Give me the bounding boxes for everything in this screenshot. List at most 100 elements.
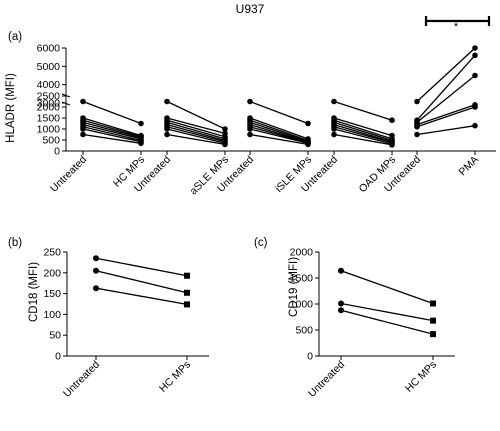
pair-line (166, 119, 226, 138)
treated-point (472, 104, 478, 110)
panel-c-plot: 0 500 1000 1500 2000 Untreated HC MPs (290, 247, 455, 400)
treated-point (138, 140, 144, 147)
pair-line (82, 123, 142, 140)
treated-point (138, 120, 144, 127)
untreated-point (247, 126, 253, 132)
treated-point (472, 72, 478, 79)
pair-line (333, 126, 393, 144)
untreated-point (164, 98, 170, 105)
y-tick-label: 0 (55, 351, 61, 363)
treated-point (222, 141, 228, 148)
panel-c-label: (c) (254, 237, 268, 249)
treated-point (184, 272, 190, 279)
pair-line (166, 117, 226, 135)
untreated-point (414, 98, 420, 105)
treated-point (222, 126, 228, 132)
untreated-point (331, 126, 337, 132)
x-tick-label: HC MPs (403, 359, 439, 395)
pair-line (340, 270, 434, 305)
panel-b-label: (b) (8, 237, 22, 249)
pair-line (166, 128, 226, 144)
pair-line (340, 309, 434, 335)
pair-line (95, 287, 188, 306)
treated-point (472, 52, 478, 59)
pair-line (416, 54, 476, 121)
pair-line (82, 128, 142, 143)
panel-b: (b) CD18 (MFI) 0 50 100 150 200 250 Untreated H… (8, 237, 209, 400)
pair-line (166, 100, 226, 130)
untreated-point (164, 126, 170, 132)
untreated-point (331, 131, 337, 138)
pair-line (333, 121, 393, 142)
treated-point (184, 301, 190, 308)
y-tick-label: 500 (295, 325, 313, 337)
x-tick-label: Untreated (306, 359, 347, 400)
y-tick-label: 1000 (290, 299, 314, 311)
pair-line (249, 123, 309, 143)
x-tick-label: Untreated (48, 154, 89, 195)
treated-point (184, 289, 190, 296)
untreated-point (414, 131, 420, 138)
pair-line (166, 133, 226, 146)
pair-line (166, 126, 226, 143)
panel-b-plot: 0 50 100 150 200 250 Untreated HC MPs (43, 247, 209, 400)
panel-a: (a) HLADR (MFI) 050010001500200025003000… (5, 16, 496, 197)
y-tick-label: 500 (42, 135, 60, 147)
x-tick-label: PMA (457, 154, 482, 179)
x-tick-label: Untreated (61, 359, 102, 400)
pair-line (333, 133, 393, 146)
treated-point (430, 317, 436, 324)
pair-line (249, 119, 309, 142)
y-tick-label: 200 (43, 267, 61, 279)
panel-a-axes (61, 48, 496, 155)
y-tick-label: 4000 (37, 79, 61, 91)
treated-point (389, 142, 395, 148)
untreated-point (247, 98, 253, 105)
pair-line (249, 133, 309, 146)
y-tick-label: 100 (43, 309, 61, 321)
pair-line (249, 126, 309, 144)
pair-line (333, 123, 393, 143)
pair-line (249, 121, 309, 142)
untreated-point (80, 131, 86, 138)
panel-c: (c) CD19 (MFI) 0 500 1000 1500 2000 Untreated… (254, 237, 455, 400)
panel-a-label: (a) (8, 31, 22, 43)
pair-line (249, 100, 309, 125)
pair-line (82, 119, 142, 138)
treated-point (305, 141, 311, 148)
untreated-point (247, 131, 253, 138)
untreated-point (164, 131, 170, 138)
y-tick-label: 50 (49, 330, 61, 342)
untreated-point (414, 124, 420, 130)
y-tick-label: 1500 (37, 113, 61, 125)
untreated-point (331, 98, 337, 105)
pair-line (333, 117, 393, 137)
pair-line (82, 100, 142, 125)
treated-point (305, 120, 311, 127)
treated-point (389, 117, 395, 123)
significance-star: * (454, 21, 459, 33)
y-tick-label: 3000 (37, 98, 61, 110)
panel-a-series (80, 45, 478, 148)
significance-bracket: * (424, 16, 491, 33)
pair-line (82, 121, 142, 139)
pair-line (166, 121, 226, 140)
y-tick-label: 5000 (37, 61, 61, 73)
pair-line (416, 74, 476, 123)
pair-line (249, 117, 309, 140)
untreated-point (80, 98, 86, 105)
pair-line (416, 106, 476, 128)
panel-a-y-label: HLADR (MFI) (5, 73, 17, 143)
y-tick-label: 150 (43, 288, 61, 300)
untreated-point (93, 285, 99, 292)
figure-title: U937 (236, 2, 265, 16)
panel-c-y-label: CD19 (MFI) (288, 257, 300, 317)
pair-line (166, 123, 226, 142)
y-tick-label: 2500 (37, 91, 61, 103)
pair-line (333, 128, 393, 145)
treated-point (430, 300, 436, 307)
x-tick-label: HC MPs (157, 359, 193, 395)
